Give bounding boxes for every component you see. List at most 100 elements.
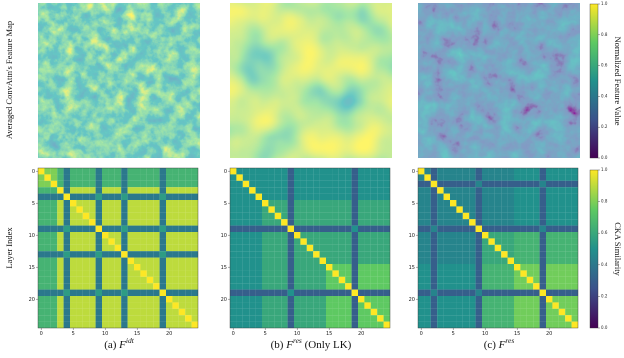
heatmap-cell: [114, 206, 122, 213]
heatmap-cell: [418, 302, 425, 309]
heatmap-cell: [178, 315, 186, 322]
heatmap-cell: [488, 315, 495, 322]
heatmap-cell: [287, 238, 295, 245]
heatmap-cell: [462, 212, 470, 220]
heatmap-cell: [306, 283, 314, 290]
heatmap-cell: [44, 174, 51, 181]
heatmap-cell: [114, 219, 122, 226]
heatmap-cell: [338, 244, 346, 252]
heatmap-cell: [526, 212, 534, 220]
heatmap-cell: [306, 174, 314, 181]
heatmap-cell: [57, 264, 64, 271]
heatmap-cell: [539, 193, 547, 201]
heatmap-cell: [443, 244, 451, 252]
heatmap-cell: [313, 321, 320, 329]
x-tick-label: 0: [420, 331, 423, 337]
heatmap-cell: [450, 206, 457, 213]
heatmap-cell: [475, 238, 483, 245]
heatmap-cell: [57, 276, 64, 284]
heatmap-cell: [351, 244, 359, 252]
heatmap-cell: [533, 264, 540, 271]
feature-map: [38, 3, 200, 158]
heatmap-cell: [63, 187, 71, 194]
heatmap-cell: [313, 283, 320, 290]
heatmap-cell: [351, 174, 359, 181]
heatmap-cell: [377, 270, 384, 277]
heatmap-cell: [255, 219, 263, 226]
y-tick-label: 0: [32, 169, 35, 175]
heatmap-cell: [370, 206, 378, 213]
heatmap-cell: [230, 270, 237, 277]
heatmap-cell: [475, 187, 483, 194]
heatmap-cell: [185, 296, 192, 303]
heatmap-cell: [268, 200, 275, 207]
heatmap-cell: [287, 244, 295, 252]
heatmap-cell: [89, 276, 96, 284]
heatmap-cell: [57, 296, 64, 303]
heatmap-cell: [351, 193, 359, 201]
heatmap-cell: [95, 193, 103, 201]
heatmap-cell: [475, 315, 483, 322]
heatmap-cell: [306, 321, 314, 329]
heatmap-cell: [364, 296, 371, 303]
heatmap-cell: [501, 212, 508, 220]
heatmap-cell: [300, 283, 307, 290]
heatmap-cell: [469, 244, 476, 252]
heatmap-cell: [127, 251, 135, 258]
heatmap-cell: [108, 264, 115, 271]
heatmap-cell: [526, 168, 534, 175]
heatmap-cell: [127, 276, 135, 284]
heatmap-cell: [418, 264, 425, 271]
heatmap-cell: [546, 321, 553, 329]
heatmap-cell: [332, 315, 339, 322]
heatmap-cell: [178, 174, 186, 181]
heatmap-cell: [76, 206, 83, 213]
heatmap-cell: [418, 238, 425, 245]
heatmap-cell: [565, 321, 572, 329]
heatmap-cell: [319, 168, 327, 175]
heatmap-cell: [526, 244, 534, 252]
heatmap-cell: [351, 257, 359, 265]
heatmap-cell: [526, 206, 534, 213]
heatmap-cell: [114, 212, 122, 220]
heatmap-cell: [514, 187, 521, 194]
heatmap-cell: [57, 257, 64, 265]
heatmap-cell: [539, 180, 547, 188]
heatmap-cell: [236, 193, 243, 201]
heatmap-cell: [185, 251, 192, 258]
heatmap-cell: [63, 212, 71, 220]
heatmap-cell: [44, 296, 51, 303]
heatmap-cell: [546, 264, 553, 271]
heatmap-cell: [89, 244, 96, 252]
heatmap-cell: [230, 187, 237, 194]
heatmap-cell: [102, 244, 109, 252]
heatmap-cell: [191, 187, 199, 194]
heatmap-cell: [424, 264, 431, 271]
heatmap-cell: [377, 193, 384, 201]
heatmap-cell: [159, 276, 167, 284]
heatmap-cell: [44, 289, 51, 297]
heatmap-cell: [108, 174, 115, 181]
heatmap-cell: [507, 276, 515, 284]
heatmap-cell: [443, 283, 451, 290]
heatmap-cell: [424, 321, 431, 329]
heatmap-cell: [236, 232, 243, 239]
heatmap-cell: [178, 302, 186, 309]
heatmap-cell: [313, 212, 320, 220]
heatmap-cell: [268, 302, 275, 309]
heatmap-cell: [437, 308, 444, 316]
heatmap-cell: [89, 283, 96, 290]
heatmap-cell: [488, 289, 495, 297]
heatmap-cell: [281, 225, 288, 233]
heatmap-cell: [127, 308, 135, 316]
caption-label: (a): [104, 339, 117, 351]
heatmap-cell: [546, 232, 553, 239]
heatmap-cell: [482, 302, 489, 309]
heatmap-cell: [558, 264, 566, 271]
heatmap-cell: [287, 232, 295, 239]
heatmap-cell: [546, 315, 553, 322]
heatmap-cell: [571, 200, 579, 207]
heatmap-cell: [526, 308, 534, 316]
heatmap-cell: [526, 276, 534, 284]
